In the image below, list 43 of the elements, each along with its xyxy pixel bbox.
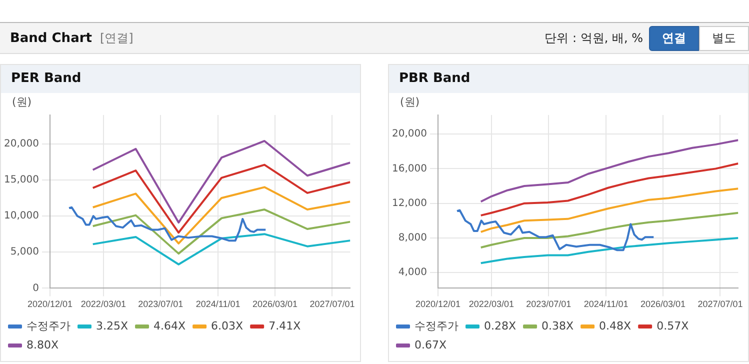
x-tick-label: 2022/03/01 bbox=[468, 299, 514, 310]
chart-title: PBR Band bbox=[389, 65, 748, 93]
y-axis-title: (원) bbox=[400, 95, 420, 108]
y-tick-label: 15,000 bbox=[4, 174, 39, 186]
legend-label: 4.64X bbox=[154, 319, 186, 332]
y-tick-label: 4,000 bbox=[398, 267, 427, 278]
y-axis-title: (원) bbox=[12, 95, 32, 108]
x-tick-label: 2020/12/01 bbox=[27, 299, 73, 310]
x-tick-label: 2027/07/01 bbox=[310, 299, 355, 310]
y-tick-label: 20,000 bbox=[4, 138, 39, 150]
text: 별도 bbox=[699, 26, 749, 50]
x-tick-label: 2022/03/01 bbox=[80, 299, 126, 310]
y-tick-label: 0 bbox=[32, 282, 39, 294]
y-tick-label: 20,000 bbox=[392, 128, 427, 140]
legend-label: 3.25X bbox=[96, 319, 128, 332]
y-tick-label: 10,000 bbox=[4, 210, 39, 222]
text: [연결] bbox=[100, 30, 134, 46]
y-tick-label: 5,000 bbox=[10, 246, 39, 258]
legend-label: 수정주가 bbox=[26, 319, 70, 332]
legend-label: 7.41X bbox=[268, 319, 302, 332]
legend-label: 0.48X bbox=[599, 319, 632, 332]
x-tick-label: 2024/11/01 bbox=[196, 299, 240, 310]
x-tick-label: 2026/03/01 bbox=[252, 299, 298, 310]
text: 연결 bbox=[649, 26, 699, 50]
x-tick-label: 2026/03/01 bbox=[640, 299, 686, 310]
legend-label: 0.38X bbox=[542, 319, 574, 332]
legend-label: 0.57X bbox=[656, 319, 690, 332]
x-tick-label: 2020/12/01 bbox=[415, 299, 461, 310]
text: Band Chart bbox=[10, 30, 92, 46]
y-tick-label: 16,000 bbox=[392, 163, 427, 174]
x-tick-label: 2023/07/01 bbox=[138, 299, 184, 310]
x-tick-label: 2024/11/01 bbox=[584, 299, 628, 310]
text: 단위 : 억원, 배, % bbox=[544, 30, 643, 46]
legend-label: 수정주가 bbox=[414, 319, 458, 332]
legend-label: 0.67X bbox=[414, 338, 447, 352]
y-tick-label: 8,000 bbox=[398, 232, 427, 244]
y-tick-label: 12,000 bbox=[392, 198, 427, 209]
legend-label: 0.28X bbox=[484, 319, 516, 332]
legend-label: 8.80X bbox=[26, 338, 59, 352]
x-tick-label: 2027/07/01 bbox=[698, 299, 743, 310]
x-tick-label: 2023/07/01 bbox=[526, 299, 572, 310]
legend-label: 6.03X bbox=[211, 319, 244, 332]
chart-title: PER Band bbox=[1, 65, 360, 93]
